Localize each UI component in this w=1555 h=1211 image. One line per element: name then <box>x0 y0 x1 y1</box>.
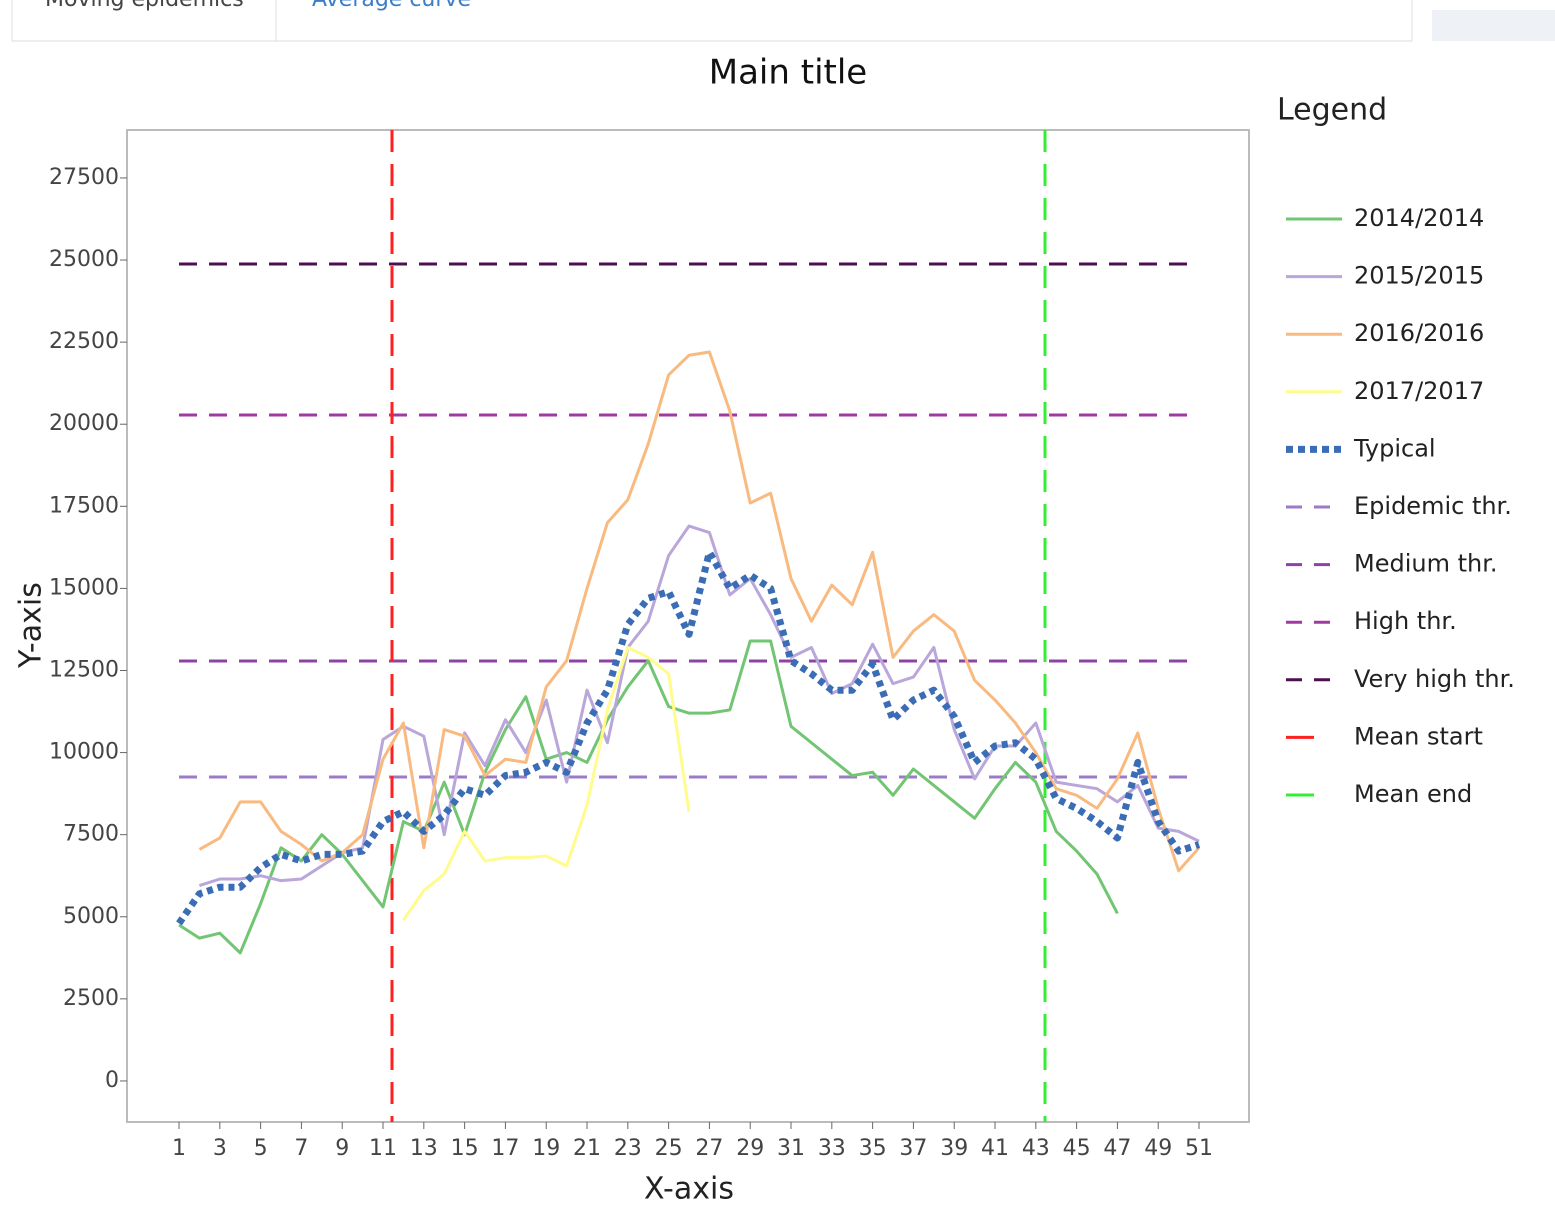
y-tick-label: 22500 <box>49 329 119 354</box>
y-tick-label: 15000 <box>49 575 119 600</box>
x-tick-label: 15 <box>451 1136 479 1161</box>
x-tick-label: 39 <box>940 1136 968 1161</box>
legend-label: 2016/2016 <box>1354 319 1484 347</box>
x-tick-label: 27 <box>695 1136 723 1161</box>
y-tick-label: 17500 <box>49 493 119 518</box>
x-tick-label: 5 <box>254 1136 268 1161</box>
x-tick-label: 21 <box>573 1136 601 1161</box>
y-tick-label: 7500 <box>63 822 119 847</box>
x-tick-label: 35 <box>859 1136 887 1161</box>
series-line <box>198 524 1200 888</box>
chart-title: Main title <box>709 53 867 93</box>
series-line <box>176 548 1201 926</box>
x-tick-label: 43 <box>1022 1136 1050 1161</box>
x-tick-label: 49 <box>1144 1136 1172 1161</box>
legend-title: Legend <box>1277 93 1387 128</box>
x-tick-label: 41 <box>981 1136 1009 1161</box>
series-line <box>198 350 1201 873</box>
x-tick-label: 31 <box>777 1136 805 1161</box>
x-tick-label: 37 <box>899 1136 927 1161</box>
legend-label: 2015/2015 <box>1354 262 1484 290</box>
x-tick-label: 19 <box>532 1136 560 1161</box>
x-tick-label: 11 <box>369 1136 397 1161</box>
plot-frame <box>126 129 1250 1123</box>
legend-label: Very high thr. <box>1354 665 1515 693</box>
y-tick-label: 20000 <box>49 411 119 436</box>
series-line <box>178 639 1119 955</box>
legend-label: Mean end <box>1354 780 1472 808</box>
y-axis-label: Y-axis <box>14 582 49 669</box>
tab[interactable]: Moving epidemics <box>45 0 244 12</box>
legend-label: Medium thr. <box>1354 550 1498 578</box>
y-tick-label: 27500 <box>49 165 119 190</box>
x-tick-label: 1 <box>172 1136 186 1161</box>
y-tick-label: 5000 <box>63 904 119 929</box>
legend-label: High thr. <box>1354 607 1457 635</box>
x-tick-label: 13 <box>410 1136 438 1161</box>
x-axis-label: X-axis <box>644 1172 734 1207</box>
series-line <box>402 646 691 921</box>
x-tick-label: 17 <box>491 1136 519 1161</box>
x-tick-label: 45 <box>1063 1136 1091 1161</box>
x-tick-label: 47 <box>1103 1136 1131 1161</box>
y-tick-label: 10000 <box>49 740 119 765</box>
x-tick-label: 33 <box>818 1136 846 1161</box>
x-tick-label: 9 <box>335 1136 349 1161</box>
x-tick-label: 51 <box>1185 1136 1213 1161</box>
x-tick-label: 7 <box>294 1136 308 1161</box>
legend-label: Typical <box>1353 434 1436 462</box>
tab-strip <box>11 0 1413 42</box>
y-tick-label: 0 <box>105 1068 119 1093</box>
legend-label: 2017/2017 <box>1354 377 1484 405</box>
y-tick-label: 2500 <box>63 986 119 1011</box>
x-tick-label: 3 <box>213 1136 227 1161</box>
legend-label: 2014/2014 <box>1354 204 1484 232</box>
x-tick-label: 25 <box>655 1136 683 1161</box>
legend-label: Mean start <box>1354 722 1483 750</box>
tab[interactable]: Average curve <box>312 0 471 12</box>
side-box <box>1432 10 1555 41</box>
legend-label: Epidemic thr. <box>1354 492 1512 520</box>
y-tick-label: 12500 <box>49 657 119 682</box>
x-tick-label: 29 <box>736 1136 764 1161</box>
x-tick-label: 23 <box>614 1136 642 1161</box>
y-tick-label: 25000 <box>49 247 119 272</box>
